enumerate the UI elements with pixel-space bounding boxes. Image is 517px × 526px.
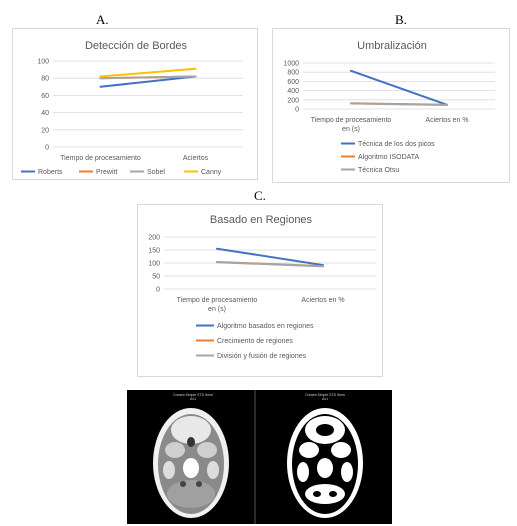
ct-right-caption: Cranea Simple STD 5mm Ax1 — [305, 393, 345, 401]
y-tick-label: 20 — [41, 127, 49, 134]
chart-b-svg: Umbralización 0 200 400 600 800 1000 Tiempo de … — [283, 40, 495, 174]
x-tick-label: Aciertos — [183, 155, 209, 162]
y-tick-label: 50 — [152, 274, 160, 281]
legend-label: Crecimiento de regiones — [217, 338, 293, 345]
y-tick-label: 1000 — [283, 61, 299, 68]
y-tick-label: 80 — [41, 76, 49, 83]
y-tick-label: 0 — [156, 287, 160, 294]
chart-title: Basado en Regiones — [210, 214, 313, 226]
legend-label: Técnica Otsu — [358, 167, 399, 174]
series-line-canny — [99, 67, 197, 78]
chart-basado-regiones: Basado en Regiones 0 50 100 150 200 Tiempo de … — [137, 204, 383, 377]
legend-label: Prewitt — [96, 169, 117, 176]
y-tick-label: 0 — [45, 145, 49, 152]
legend-label: Canny — [201, 169, 222, 176]
panel-label-b: B. — [395, 12, 407, 27]
ct-scan-segmented — [287, 408, 363, 518]
y-tick-label: 200 — [287, 97, 299, 104]
x-tick-label: Tiempo de procesamiento en (s) — [311, 117, 392, 133]
chart-deteccion-bordes: Detección de Bordes 0 20 40 60 80 100 Tiempo de… — [12, 28, 258, 180]
y-tick-label: 60 — [41, 93, 49, 100]
ct-scan-images — [153, 390, 363, 524]
legend-label: Algoritmo ISODATA — [358, 154, 420, 161]
y-tick-label: 150 — [148, 248, 160, 255]
x-tick-label: Aciertos en % — [301, 297, 344, 304]
series-line-divisi-n-y-fusi-n-de-regiones — [216, 261, 324, 268]
series-line-sobel — [99, 75, 197, 80]
legend-label: Roberts — [38, 169, 63, 176]
panel-label-c: C. — [254, 188, 266, 203]
ct-scan-comparison: Cranea Simple STD 5mm Ax1 Cranea Simple … — [127, 390, 392, 524]
legend-label: División y fusión de regiones — [217, 353, 307, 360]
series-line-t-cnica-de-los-dos-picos — [350, 69, 448, 106]
y-tick-label: 40 — [41, 110, 49, 117]
legend-label: Sobel — [147, 169, 165, 176]
y-tick-label: 600 — [287, 79, 299, 86]
y-tick-label: 200 — [148, 235, 160, 242]
legend-label: Algoritmo basados en regiones — [217, 323, 314, 330]
x-tick-label: Tiempo de procesamiento — [60, 155, 141, 162]
series-line-roberts — [99, 75, 197, 88]
chart-umbralizacion: Umbralización 0 200 400 600 800 1000 Tiempo de … — [272, 28, 510, 183]
x-tick-label: Aciertos en % — [425, 117, 468, 124]
y-tick-label: 100 — [37, 59, 49, 66]
y-tick-label: 100 — [148, 261, 160, 268]
y-tick-label: 800 — [287, 70, 299, 77]
chart-a-svg: Detección de Bordes 0 20 40 60 80 100 Tiempo de… — [21, 40, 243, 176]
y-tick-label: 400 — [287, 88, 299, 95]
y-tick-label: 0 — [295, 107, 299, 114]
legend-label: Técnica de los dos picos — [358, 141, 435, 148]
series-line-t-cnica-otsu — [350, 102, 448, 106]
chart-title: Umbralización — [357, 40, 427, 52]
panel-label-a: A. — [96, 12, 109, 27]
ct-scan-original — [153, 408, 229, 518]
x-tick-label: Tiempo de procesamiento en (s) — [177, 297, 258, 313]
chart-c-svg: Basado en Regiones 0 50 100 150 200 Tiempo de … — [148, 214, 376, 360]
ct-left-caption: Cranea Simple STD 5mm Ax1 — [173, 393, 213, 401]
series-line-algoritmo-basados-en-regiones — [216, 247, 324, 267]
chart-title: Detección de Bordes — [85, 40, 188, 52]
